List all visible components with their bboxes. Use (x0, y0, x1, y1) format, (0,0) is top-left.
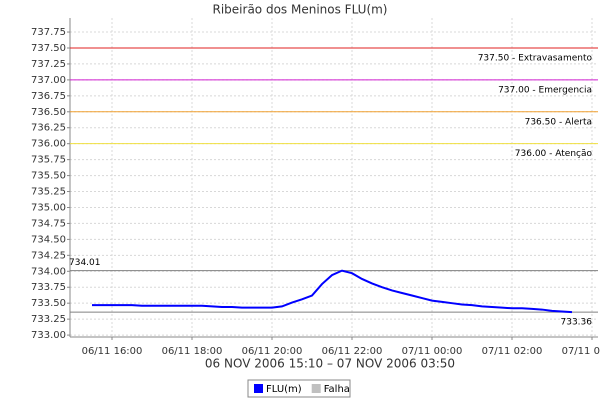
x-axis-title: 06 NOV 2006 15:10 – 07 NOV 2006 03:50 (205, 357, 455, 371)
y-tick-label: 734.75 (31, 218, 66, 229)
marker-label: 733.36 (561, 318, 593, 328)
threshold-label: 736.50 - Alerta (525, 117, 592, 127)
x-tick-label: 06/11 22:00 (322, 346, 383, 357)
y-tick-label: 737.75 (31, 27, 66, 38)
x-tick-label: 06/11 16:00 (82, 346, 143, 357)
y-tick-label: 733.25 (31, 314, 66, 325)
y-tick-label: 733.00 (31, 330, 66, 341)
legend-swatch (311, 384, 321, 393)
x-tick-label: 07/11 00:00 (402, 346, 463, 357)
y-tick-label: 733.75 (31, 282, 66, 293)
y-tick-label: 736.25 (31, 123, 66, 134)
series-line (92, 269, 573, 314)
y-tick-label: 735.75 (31, 155, 66, 166)
y-tick-label: 734.25 (31, 250, 66, 261)
y-tick-label: 736.50 (31, 107, 66, 118)
y-tick-label: 737.00 (31, 75, 66, 86)
y-tick-label: 736.00 (31, 139, 66, 150)
x-tick-label: 07/11 02:00 (482, 346, 543, 357)
y-tick-label: 736.75 (31, 91, 66, 102)
y-tick-label: 734.50 (31, 234, 66, 245)
threshold-label: 737.00 - Emergencia (498, 85, 592, 95)
marker-label: 734.01 (69, 258, 101, 268)
y-tick-label: 733.50 (31, 298, 66, 309)
x-tick-label: 07/11 04:00 (562, 346, 600, 357)
legend-label: FLU(m) (266, 384, 302, 395)
x-tick-label: 06/11 18:00 (162, 346, 223, 357)
x-tick-label: 06/11 20:00 (242, 346, 303, 357)
y-tick-label: 735.00 (31, 202, 66, 213)
y-tick-label: 735.50 (31, 171, 66, 182)
y-tick-label: 734.00 (31, 266, 66, 277)
legend-box (247, 379, 351, 398)
y-tick-label: 735.25 (31, 187, 66, 198)
y-tick-label: 737.25 (31, 59, 66, 70)
threshold-label: 737.50 - Extravasamento (478, 53, 593, 63)
y-tick-label: 737.50 (31, 43, 66, 54)
legend-swatch (254, 384, 263, 393)
chart-title: Ribeirão dos Meninos FLU(m) (213, 3, 388, 17)
legend-label: Falha (324, 384, 350, 395)
threshold-label: 736.00 - Atenção (515, 149, 593, 159)
